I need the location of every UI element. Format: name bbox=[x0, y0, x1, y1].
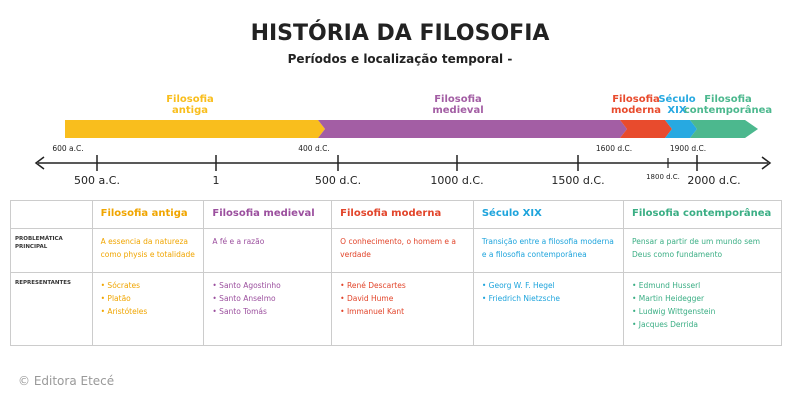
period-label: moderna bbox=[611, 105, 661, 116]
cell: • Santo Agostinho • Santo Anselmo • Santo … bbox=[203, 272, 333, 346]
table-row: PROBLEMÁTICA PRINCIPAL A essencia da natu… bbox=[10, 228, 782, 273]
cell-line: O conhecimento, o homem e a verdade bbox=[340, 237, 456, 259]
header-row: Filosofia antiga Filosofia medieval Filoso… bbox=[10, 200, 782, 229]
cell-line: • Jacques Derrida bbox=[632, 320, 699, 329]
footer: © Editora Etecé bbox=[18, 374, 115, 388]
cell-line: • Aristóteles bbox=[100, 307, 148, 316]
period-date: 600 a.C. bbox=[52, 144, 83, 153]
axis-label: 1500 d.C. bbox=[551, 174, 604, 187]
cell-line: Pensar a partir de um mundo sem Deus com… bbox=[632, 237, 761, 259]
cell-line: • Santo Anselmo bbox=[212, 294, 276, 303]
title: HISTÓRIA DA FILOSOFIA bbox=[251, 20, 550, 46]
axis-label: 2000 d.C. bbox=[687, 174, 740, 187]
period-bar bbox=[665, 120, 697, 138]
period-bar bbox=[690, 120, 758, 138]
column-header: Filosofia medieval bbox=[203, 200, 333, 229]
column-header: Século XIX bbox=[472, 200, 625, 229]
cell: O conhecimento, o homem e a verdade bbox=[331, 228, 474, 273]
period-label: Filosofia bbox=[704, 94, 752, 105]
cell: • René Descartes • David Hume • Immanuel K… bbox=[331, 272, 474, 346]
cell-line: • Edmund Husserl bbox=[632, 281, 701, 290]
table-row: REPRESENTANTES • Sócrates • Platão • Aristó… bbox=[10, 272, 782, 346]
cell-line: A fé e a razão bbox=[212, 237, 265, 246]
period-label: Filosofia bbox=[612, 94, 660, 105]
cell-line: • Platão bbox=[100, 294, 131, 303]
cell-line: Transição entre a filosofia moderna e a … bbox=[481, 237, 614, 259]
cell-line: • Santo Tomás bbox=[212, 307, 267, 316]
period-label: Filosofia bbox=[166, 94, 214, 105]
period-date: 400 d.C. bbox=[298, 144, 329, 153]
cell: • Edmund Husserl • Martin Heidegger • Ludw… bbox=[623, 272, 782, 346]
cell: A essencia da natureza como physis e tot… bbox=[91, 228, 205, 273]
cell-line: • David Hume bbox=[340, 294, 394, 303]
period-bar bbox=[318, 120, 627, 138]
table: Filosofia antiga Filosofia medieval Filoso… bbox=[10, 200, 782, 346]
column-header: Filosofia moderna bbox=[331, 200, 474, 229]
row-label: REPRESENTANTES bbox=[10, 272, 93, 346]
cell: Transição entre a filosofia moderna e a … bbox=[472, 228, 625, 273]
cell-line: • Ludwig Wittgenstein bbox=[632, 307, 716, 316]
cell-line: • Friedrich Nietzsche bbox=[481, 294, 560, 303]
column-header: Filosofia contemporânea bbox=[623, 200, 782, 229]
cell-line: A essencia da natureza como physis e tot… bbox=[100, 237, 195, 259]
period-bar bbox=[620, 120, 672, 138]
period-label: medieval bbox=[432, 105, 483, 116]
axis-label: 500 d.C. bbox=[315, 174, 361, 187]
axis-label: 1000 d.C. bbox=[430, 174, 483, 187]
cell-line: • Santo Agostinho bbox=[212, 281, 281, 290]
period-date: 1600 d.C. bbox=[596, 144, 632, 153]
cell-line: • Georg W. F. Hegel bbox=[481, 281, 555, 290]
period-date: 1900 d.C. bbox=[670, 144, 706, 153]
column-header: Filosofia antiga bbox=[91, 200, 205, 229]
axis-label: 1 bbox=[213, 174, 220, 187]
cell: • Sócrates • Platão • Aristóteles bbox=[91, 272, 205, 346]
cell-line: • Sócrates bbox=[100, 281, 141, 290]
timeline-graphic: HISTÓRIA DA FILOSOFIA Períodos e localiz… bbox=[34, 20, 772, 187]
subtitle: Períodos e localização temporal - bbox=[288, 52, 513, 66]
cell: • Georg W. F. Hegel • Friedrich Nietzsche bbox=[472, 272, 625, 346]
cell-line: • René Descartes bbox=[340, 281, 406, 290]
period-label: Século bbox=[658, 93, 695, 105]
cell-line: • Martin Heidegger bbox=[632, 294, 705, 303]
period-label: XIX bbox=[667, 105, 686, 116]
period-label: Filosofia bbox=[434, 94, 482, 105]
period-bar bbox=[65, 120, 325, 138]
corner-cell bbox=[10, 200, 93, 229]
axis-label: 500 a.C. bbox=[74, 174, 120, 187]
minor-label: 1800 d.C. bbox=[646, 173, 680, 181]
cell: A fé e a razão bbox=[203, 228, 333, 273]
cell-line: • Immanuel Kant bbox=[340, 307, 405, 316]
axis-arrows bbox=[34, 156, 772, 170]
period-label: antiga bbox=[172, 105, 208, 116]
row-label: PROBLEMÁTICA PRINCIPAL bbox=[10, 228, 93, 273]
period-label: contemporânea bbox=[684, 104, 772, 116]
cell: Pensar a partir de um mundo sem Deus com… bbox=[623, 228, 782, 273]
